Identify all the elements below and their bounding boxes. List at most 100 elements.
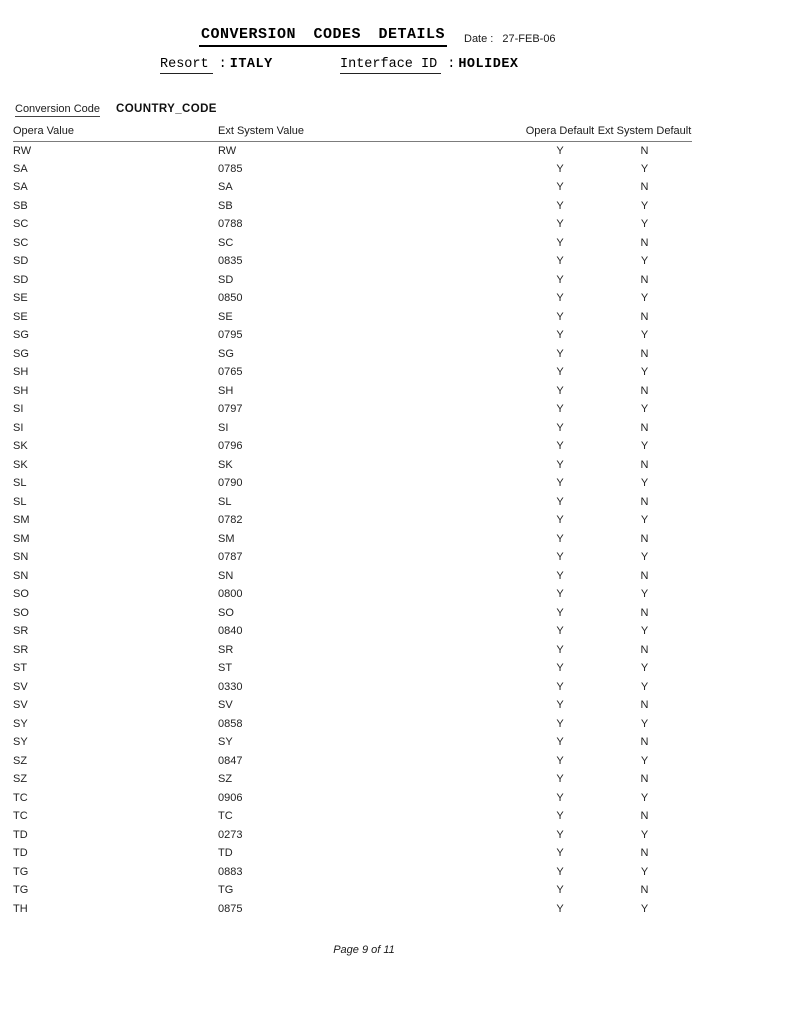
table-row: SG 0795 Y Y [13,326,692,345]
column-header-opera-value: Opera Value [13,124,74,137]
table-row: SM SM Y N [13,530,692,549]
cell-ext-system-default: Y [640,717,649,730]
cell-ext-system-value: 0840 [218,625,243,638]
table-row: TG TG Y N [13,881,692,900]
cell-ext-system-default: Y [640,865,649,878]
cell-ext-system-value: SI [218,421,229,434]
cell-opera-value: SL [13,477,27,490]
date-label: Date : [464,33,494,45]
cell-opera-value: SH [13,366,29,379]
cell-ext-system-default: N [640,495,649,508]
cell-opera-value: SN [13,569,29,582]
table-row: SV SV Y N [13,696,692,715]
cell-ext-system-default: Y [640,625,649,638]
table-row: SO SO Y N [13,604,692,623]
cell-opera-default: Y [556,384,564,397]
cell-ext-system-default: N [640,310,649,323]
cell-opera-value: SG [13,347,29,360]
cell-ext-system-value: TD [218,847,233,860]
cell-ext-system-default: N [640,421,649,434]
column-header-ext-system-value: Ext System Value [218,124,304,137]
cell-ext-system-value: 0765 [218,366,243,379]
cell-ext-system-default: N [640,144,649,157]
table-row: TD 0273 Y Y [13,826,692,845]
cell-opera-default: Y [556,514,564,527]
cell-opera-value: SZ [13,754,28,767]
cell-ext-system-value: 0790 [218,477,243,490]
cell-ext-system-default: N [640,810,649,823]
cell-opera-default: Y [556,199,564,212]
cell-ext-system-value: 0782 [218,514,243,527]
cell-opera-default: Y [556,477,564,490]
cell-ext-system-value: SZ [218,773,233,786]
table-row: TC 0906 Y Y [13,789,692,808]
cell-ext-system-value: SA [218,181,233,194]
cell-ext-system-default: N [640,181,649,194]
cell-opera-default: Y [556,273,564,286]
cell-opera-default: Y [556,847,564,860]
table-row: SO 0800 Y Y [13,585,692,604]
cell-opera-default: Y [556,366,564,379]
cell-ext-system-value: 0797 [218,403,243,416]
cell-opera-value: TD [13,847,28,860]
page-number: Page 9 of 11 [333,944,395,956]
cell-ext-system-value: SK [218,458,233,471]
table-row: SE SE Y N [13,308,692,327]
cell-opera-value: TH [13,902,28,915]
cell-ext-system-value: SD [218,273,234,286]
cell-ext-system-default: N [640,384,649,397]
table-row: SC SC Y N [13,234,692,253]
conversion-code-label: Conversion Code [15,103,100,117]
cell-opera-value: SA [13,162,28,175]
cell-ext-system-value: ST [218,662,233,675]
column-header-opera-default: Opera Default [525,124,595,137]
cell-opera-default: Y [556,736,564,749]
cell-opera-default: Y [556,754,564,767]
cell-opera-value: SC [13,218,29,231]
cell-ext-system-default: Y [640,754,649,767]
cell-opera-value: RW [13,144,32,157]
cell-ext-system-default: N [640,569,649,582]
cell-opera-value: SI [13,403,24,416]
table-row: SR SR Y N [13,641,692,660]
cell-ext-system-default: N [640,847,649,860]
cell-opera-default: Y [556,810,564,823]
column-header-ext-system-default: Ext System Default [597,124,692,137]
interface-group: Interface ID: HOLIDEX [340,57,519,74]
table-row: SK SK Y N [13,456,692,475]
table-row: SC 0788 Y Y [13,215,692,234]
table-row: SY SY Y N [13,733,692,752]
cell-ext-system-default: Y [640,791,649,804]
cell-opera-value: SK [13,440,28,453]
table-row: SI 0797 Y Y [13,400,692,419]
table-row: SH SH Y N [13,382,692,401]
cell-opera-value: SO [13,588,29,601]
cell-ext-system-value: 0787 [218,551,243,564]
cell-ext-system-default: Y [640,828,649,841]
table-row: SZ SZ Y N [13,770,692,789]
cell-opera-default: Y [556,162,564,175]
cell-ext-system-default: N [640,347,649,360]
cell-ext-system-default: N [640,532,649,545]
cell-opera-default: Y [556,606,564,619]
cell-opera-value: SN [13,551,29,564]
cell-ext-system-default: Y [640,680,649,693]
cell-opera-value: SR [13,643,29,656]
table-header-row: Opera Value Ext System Value Opera Default… [13,119,692,141]
cell-ext-system-value: 0273 [218,828,243,841]
cell-opera-value: SM [13,514,30,527]
conversion-code-line: Conversion Code COUNTRY_CODE [15,103,217,117]
table-row: SD SD Y N [13,271,692,290]
cell-ext-system-value: SC [218,236,234,249]
resort-separator: : [218,57,227,72]
cell-opera-value: SZ [13,773,28,786]
table-row: SH 0765 Y Y [13,363,692,382]
table-row: TC TC Y N [13,807,692,826]
cell-opera-value: SH [13,384,29,397]
cell-opera-default: Y [556,236,564,249]
cell-ext-system-value: SG [218,347,234,360]
cell-opera-default: Y [556,865,564,878]
cell-opera-value: SR [13,625,29,638]
table-row: SK 0796 Y Y [13,437,692,456]
cell-opera-value: SK [13,458,28,471]
